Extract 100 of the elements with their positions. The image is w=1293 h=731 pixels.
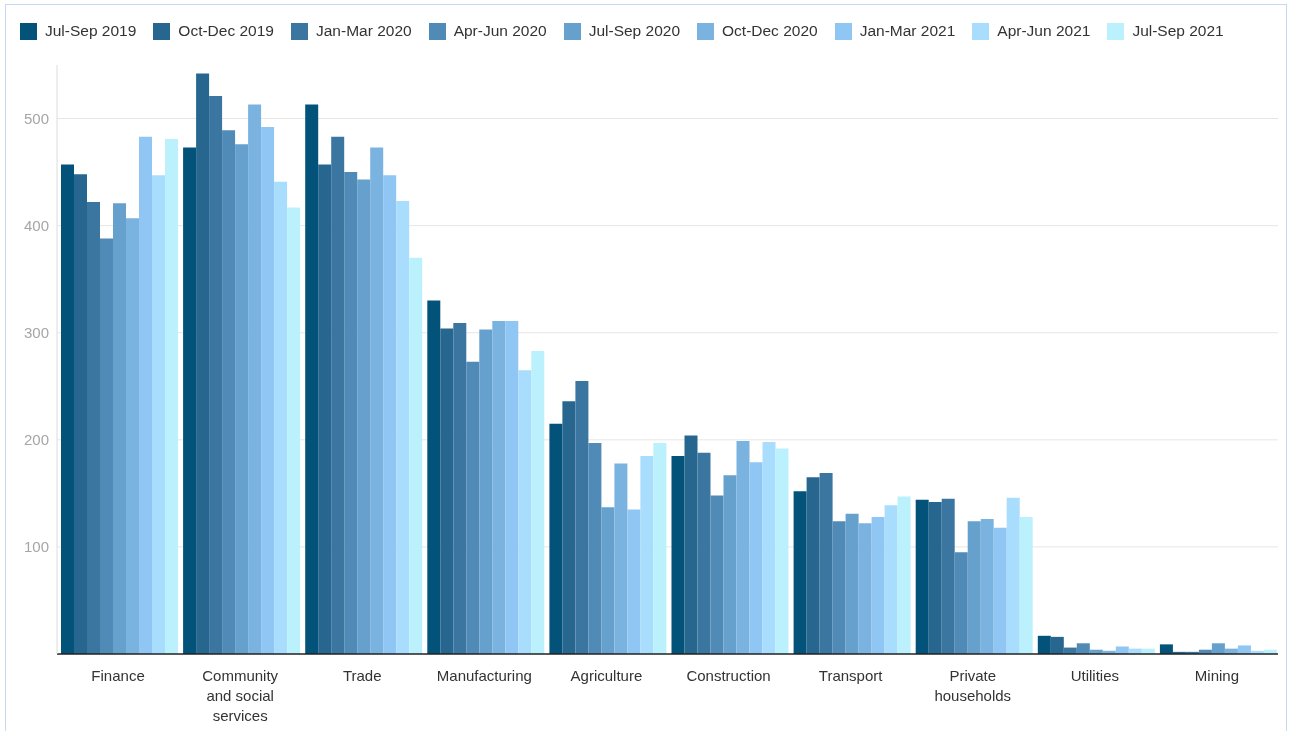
- bar: [87, 202, 100, 654]
- bar: [1159, 644, 1173, 654]
- legend-label: Apr-Jun 2020: [453, 22, 547, 40]
- bar: [126, 218, 139, 654]
- legend-label: Oct-Dec 2020: [722, 22, 818, 40]
- bar: [845, 513, 859, 654]
- bar: [806, 477, 820, 654]
- bar: [723, 475, 737, 654]
- bar: [440, 328, 454, 654]
- bar: [954, 552, 968, 654]
- bar: [196, 73, 210, 654]
- legend-label: Jan-Mar 2020: [315, 22, 412, 40]
- bar: [453, 323, 467, 654]
- x-tick-label: Finance: [91, 666, 145, 684]
- bar: [575, 380, 589, 654]
- bar: [762, 441, 776, 654]
- bar: [100, 238, 113, 654]
- bar: [871, 516, 885, 654]
- bar: [492, 320, 506, 654]
- x-tick-label: Utilities: [1070, 666, 1120, 684]
- bar: [627, 509, 641, 654]
- x-tick-label: Manufacturing: [436, 666, 532, 684]
- bar: [793, 491, 807, 654]
- bar: [819, 473, 833, 654]
- legend-label: Jul-Sep 2021: [1132, 22, 1224, 40]
- bar: [928, 501, 942, 654]
- bar: [61, 164, 74, 654]
- legend-label: Oct-Dec 2019: [178, 22, 274, 40]
- bar: [209, 96, 223, 654]
- bar: [165, 138, 178, 654]
- bar: [531, 350, 545, 654]
- bar: [318, 164, 332, 654]
- bar: [409, 257, 423, 654]
- bar: [671, 455, 685, 654]
- y-tick-label: 100: [23, 538, 49, 556]
- bar: [222, 130, 236, 654]
- legend-label: Apr-Jun 2021: [997, 22, 1091, 40]
- bar: [897, 496, 911, 654]
- bar: [287, 207, 301, 654]
- bar: [710, 495, 724, 654]
- x-tick-label: Community and social services: [202, 666, 279, 724]
- bar: [549, 423, 563, 654]
- bar: [1006, 497, 1020, 654]
- bar: [736, 440, 750, 654]
- bar: [993, 527, 1007, 654]
- bar: [884, 505, 898, 654]
- x-tick-label: Mining: [1194, 666, 1240, 684]
- bar: [248, 104, 262, 654]
- bar: [466, 361, 480, 654]
- bar: [331, 136, 345, 654]
- bar: [261, 127, 275, 654]
- y-tick-label: 500: [23, 109, 49, 127]
- x-tick-label: Transport: [818, 666, 884, 684]
- bar: [370, 147, 384, 654]
- bar: [1019, 516, 1033, 654]
- legend-label: Jul-Sep 2020: [588, 22, 681, 40]
- bar: [152, 175, 165, 654]
- bar: [858, 523, 872, 654]
- bar: [980, 519, 994, 654]
- x-tick-label: Construction: [686, 666, 771, 684]
- bar: [427, 300, 441, 654]
- bar: [601, 507, 615, 654]
- bar: [915, 499, 929, 654]
- bar: [967, 521, 981, 654]
- x-tick-label: Private households: [934, 666, 1012, 704]
- bar: [396, 201, 410, 654]
- bar: [518, 370, 532, 654]
- bar: [139, 136, 152, 654]
- bar: [653, 443, 667, 654]
- bar: [1237, 645, 1251, 654]
- legend-label: Jan-Mar 2021: [859, 22, 956, 40]
- bar: [357, 179, 371, 654]
- bar: [383, 175, 397, 654]
- bar: [684, 435, 698, 654]
- bar: [344, 172, 358, 654]
- bar: [941, 498, 955, 654]
- bar: [640, 455, 654, 654]
- bar: [479, 329, 493, 654]
- y-tick-label: 200: [23, 431, 49, 449]
- bar: [1050, 636, 1064, 654]
- bar: [614, 463, 628, 654]
- bar: [235, 144, 249, 654]
- bar: [74, 174, 87, 654]
- bar: [113, 203, 126, 654]
- bar: [183, 147, 197, 654]
- x-tick-label: Agriculture: [570, 666, 643, 684]
- bar: [562, 401, 576, 654]
- bar: [505, 320, 519, 654]
- bar: [305, 104, 319, 654]
- bar: [775, 448, 789, 654]
- y-tick-label: 400: [23, 216, 49, 234]
- bar: [697, 452, 711, 654]
- bar: [1076, 643, 1090, 654]
- bar: [274, 181, 288, 654]
- bar: [1211, 643, 1225, 654]
- legend-label: Jul-Sep 2019: [45, 22, 137, 40]
- x-tick-label: Trade: [342, 666, 382, 684]
- bar: [1037, 635, 1051, 654]
- bar: [588, 443, 602, 654]
- bar: [832, 521, 846, 654]
